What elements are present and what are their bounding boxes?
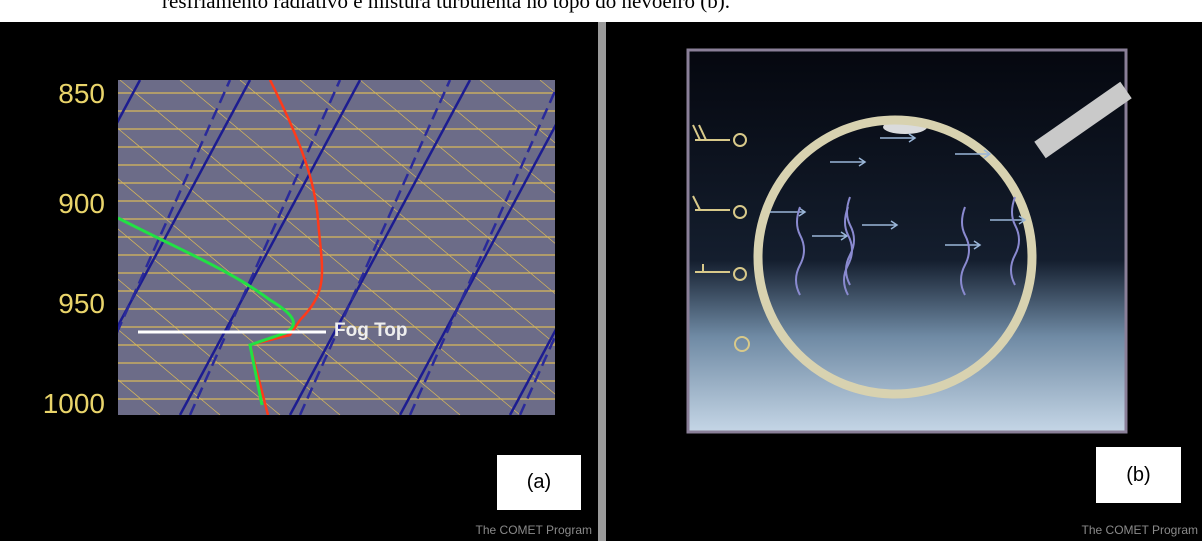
- decoration: [830, 157, 867, 167]
- divider: [598, 22, 606, 541]
- decoration: [862, 220, 899, 230]
- annotation: Fog Top: [334, 320, 408, 341]
- decoration: [118, 329, 221, 415]
- decoration: [359, 80, 555, 244]
- handle: [1034, 81, 1132, 159]
- decoration: [118, 178, 401, 415]
- decoration: [419, 80, 555, 194]
- panel-label: (b): [1096, 447, 1181, 503]
- decoration: [248, 80, 324, 415]
- panel-label: (a): [497, 455, 581, 510]
- decoration: [178, 80, 362, 415]
- decoration: [118, 80, 252, 329]
- decoration: [880, 133, 917, 143]
- decoration: [288, 80, 472, 415]
- decoration: [408, 88, 555, 415]
- decoration: [118, 128, 461, 415]
- decoration: [0, 80, 100, 415]
- caption-fragment: resfriamento radiativo e mistura turbule…: [162, 0, 730, 13]
- decoration: [398, 123, 555, 415]
- decoration: [188, 80, 342, 415]
- pressure-label: 850: [58, 78, 105, 109]
- magnifier: [753, 115, 1037, 399]
- decoration: [955, 149, 992, 159]
- pressure-label: 950: [58, 288, 105, 319]
- decoration: [843, 206, 853, 296]
- chart-bg: [118, 80, 555, 415]
- decoration: [118, 216, 295, 406]
- decoration: [479, 80, 555, 144]
- credit: The COMET Program: [475, 523, 592, 537]
- pressure-label: 1000: [42, 388, 105, 419]
- decoration: [990, 215, 1027, 225]
- credit: The COMET Program: [1081, 523, 1198, 537]
- decoration: [298, 80, 452, 415]
- sounding-lines: [0, 80, 555, 415]
- decoration: [118, 228, 341, 415]
- arrows: [770, 133, 1027, 296]
- decoration: [118, 80, 232, 334]
- wind-symbols: [692, 124, 750, 352]
- decoration: [239, 80, 555, 345]
- pressure-label: 900: [58, 188, 105, 219]
- decoration: [812, 231, 849, 241]
- decoration: [795, 206, 805, 296]
- decoration: [118, 278, 281, 415]
- decoration: [299, 80, 555, 295]
- decoration: [1010, 196, 1020, 286]
- decoration: [960, 206, 970, 296]
- decoration: [945, 240, 982, 250]
- illustration: [686, 48, 1128, 434]
- decoration: [518, 333, 555, 415]
- decoration: [508, 328, 555, 415]
